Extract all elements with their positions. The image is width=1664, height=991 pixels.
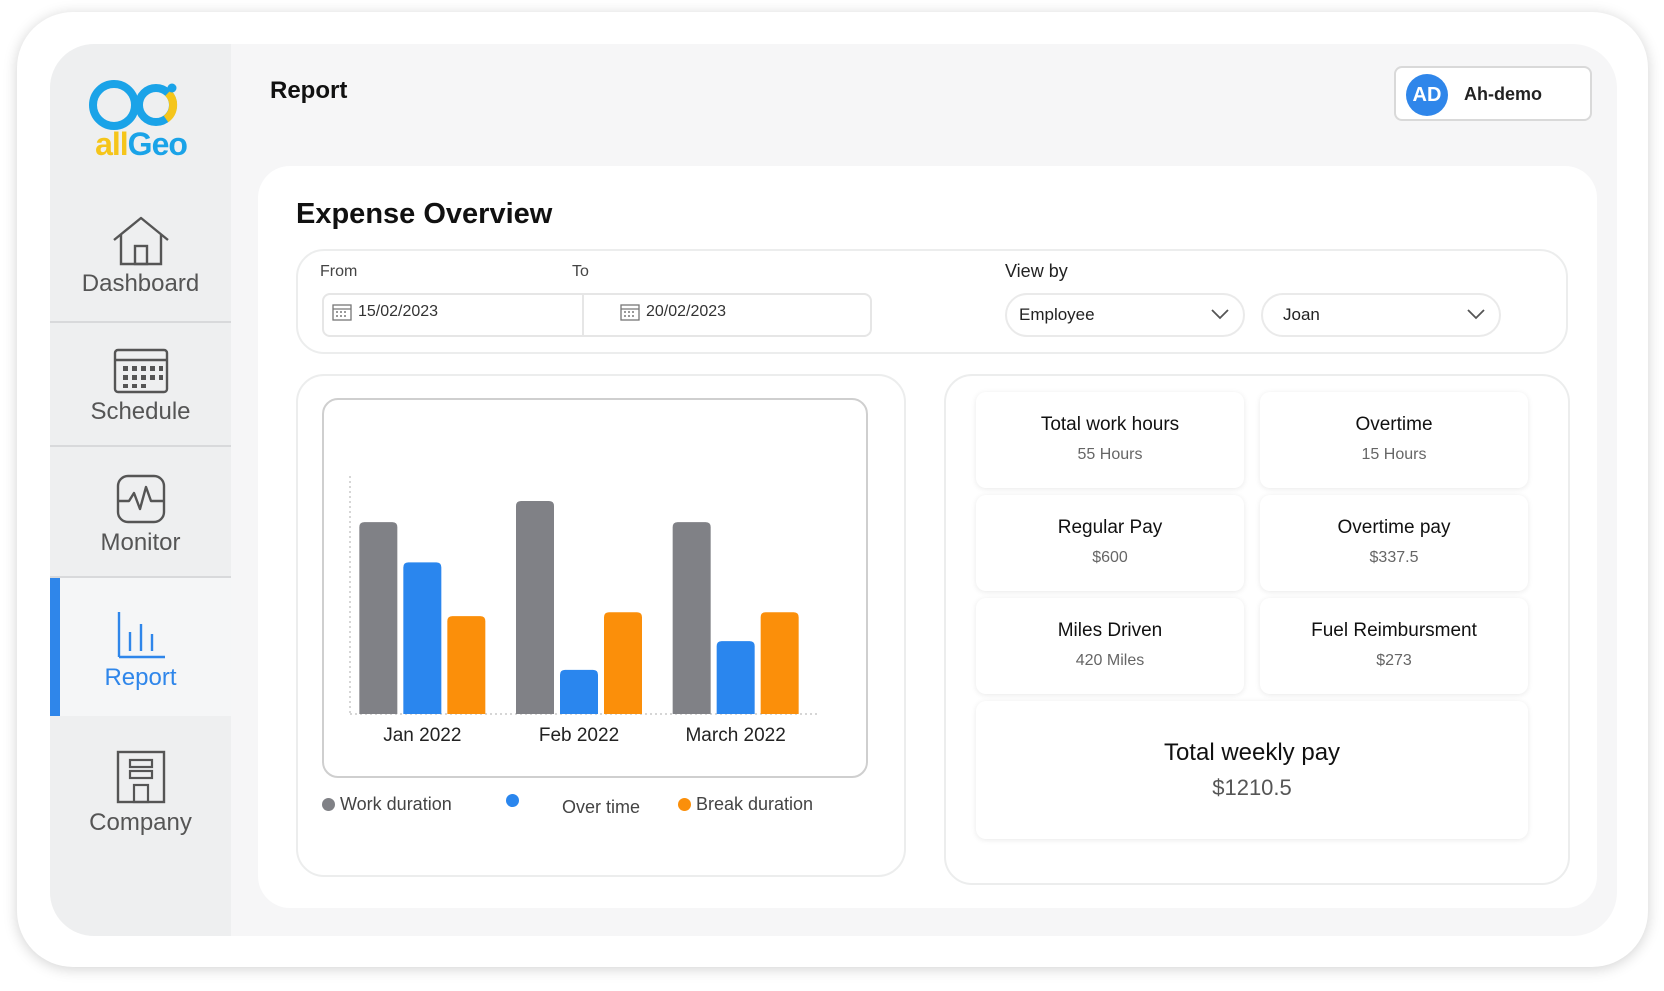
sidebar-item-label: Company: [89, 809, 192, 836]
sidebar-item-label: Monitor: [100, 529, 181, 556]
logo-rings-icon: [89, 80, 178, 130]
stat-label: Overtime pay: [1337, 517, 1451, 538]
stat-label: Miles Driven: [1057, 620, 1163, 641]
chart-legend: Work duration Over time Break duration: [322, 794, 882, 824]
stat-tile-total-work-hours: Total work hours 55 Hours: [976, 392, 1244, 488]
x-tick-label: Feb 2022: [539, 725, 619, 746]
building-icon: [116, 750, 165, 804]
legend-dot: [678, 798, 691, 811]
total-value: $1210.5: [1212, 775, 1292, 800]
house-icon: [112, 216, 169, 266]
bar-3-2: [604, 612, 642, 714]
to-label: To: [572, 263, 589, 280]
legend-label: Work duration: [340, 794, 452, 814]
chart-card: Jan 2022 Feb 2022 March 2022 Work duration…: [296, 374, 906, 877]
pulse-monitor-icon: [116, 474, 165, 524]
from-label: From: [320, 263, 358, 280]
sidebar-divider: [50, 445, 231, 447]
stat-tile-overtime: Overtime 15 Hours: [1260, 392, 1528, 488]
stat-tile-miles-driven: Miles Driven 420 Miles: [976, 598, 1244, 694]
section-title: Expense Overview: [296, 198, 553, 230]
legend-label: Over time: [562, 797, 641, 817]
avatar: AD: [1406, 74, 1448, 116]
bar-chart-icon: [117, 612, 165, 659]
logo-text: allGeo: [86, 126, 196, 163]
employee-select[interactable]: Joan: [1261, 293, 1501, 337]
sidebar-divider: [50, 321, 231, 323]
stat-value: $273: [1376, 652, 1412, 669]
logo-text-geo: Geo: [127, 126, 188, 162]
stat-tile-fuel-reimbursment: Fuel Reimbursment $273: [1260, 598, 1528, 694]
bar-2-2: [560, 669, 598, 714]
bar-3-3: [760, 612, 799, 714]
legend-item-over-time: Over time: [562, 797, 640, 818]
stat-value: $600: [1092, 549, 1128, 566]
stat-label: Regular Pay: [1057, 517, 1163, 538]
to-date-field[interactable]: 20/02/2023: [620, 303, 726, 321]
chevron-down-icon: [1467, 309, 1485, 320]
sidebar-item-report[interactable]: Report: [50, 578, 231, 716]
legend-dot: [506, 794, 519, 807]
employee-value: Joan: [1283, 305, 1320, 324]
stat-tile-overtime-pay: Overtime pay $337.5: [1260, 495, 1528, 591]
x-tick-label: March 2022: [685, 725, 785, 746]
bar-1-2: [516, 501, 554, 714]
expense-overview-card: Expense Overview From To View by 15/02/2…: [258, 166, 1597, 908]
chart-area: Jan 2022 Feb 2022 March 2022: [322, 398, 868, 778]
sidebar-divider: [50, 576, 231, 578]
from-date-value: 15/02/2023: [358, 303, 439, 320]
filter-panel: From To View by 15/02/2023: [296, 249, 1568, 354]
active-indicator: [50, 578, 60, 716]
stat-value: 55 Hours: [1077, 446, 1143, 463]
legend-dot: [322, 798, 335, 811]
stat-label: Overtime: [1355, 414, 1433, 435]
user-name: Ah-demo: [1464, 84, 1542, 104]
to-date-value: 20/02/2023: [646, 303, 727, 320]
calendar-small-icon: [332, 304, 352, 321]
stat-value: 15 Hours: [1361, 446, 1427, 463]
sidebar-item-label: Report: [104, 664, 177, 691]
bar-2-3: [716, 641, 755, 714]
stat-tile-regular-pay: Regular Pay $600: [976, 495, 1244, 591]
legend-item-work-duration: Work duration: [322, 794, 452, 815]
legend-item-over-time-dot: [506, 794, 519, 807]
stat-value: 420 Miles: [1075, 652, 1145, 669]
date-divider: [582, 295, 584, 335]
page-title: Report: [270, 77, 348, 104]
date-range-input: 15/02/2023 20/02/2023: [322, 293, 872, 337]
view-by-select[interactable]: Employee: [1005, 293, 1245, 337]
sidebar-item-schedule[interactable]: Schedule: [50, 348, 231, 448]
calendar-icon: [113, 348, 168, 394]
calendar-small-icon: [620, 304, 640, 321]
from-date-field[interactable]: 15/02/2023: [332, 303, 438, 321]
app-window: allGeo Dashboard Sch: [50, 44, 1617, 936]
sidebar-item-dashboard[interactable]: Dashboard: [50, 214, 231, 318]
legend-label: Break duration: [696, 794, 814, 814]
total-label: Total weekly pay: [1163, 739, 1341, 766]
bar-1-1: [359, 522, 398, 714]
stats-card: Total work hours 55 Hours Overtime 15 Ho…: [944, 374, 1570, 885]
bar-2-1: [403, 562, 442, 714]
bar-3-1: [447, 616, 486, 714]
sidebar-item-company[interactable]: Company: [50, 749, 231, 849]
sidebar: allGeo Dashboard Sch: [50, 44, 231, 936]
bar-chart: Jan 2022 Feb 2022 March 2022: [349, 476, 820, 746]
legend-item-break-duration: Break duration: [678, 794, 813, 815]
allgeo-logo: allGeo: [86, 78, 196, 174]
sidebar-item-monitor[interactable]: Monitor: [50, 473, 231, 573]
sidebar-item-label: Dashboard: [81, 270, 200, 297]
logo-text-all: all: [95, 126, 129, 162]
chevron-down-icon: [1211, 309, 1229, 320]
x-tick-label: Jan 2022: [383, 725, 461, 746]
view-by-label: View by: [1005, 261, 1068, 281]
user-menu-button[interactable]: AD Ah-demo: [1394, 66, 1592, 121]
sidebar-item-label: Schedule: [90, 398, 191, 425]
bar-1-3: [672, 522, 711, 714]
stat-label: Total work hours: [1040, 414, 1180, 435]
total-weekly-pay-tile: Total weekly pay $1210.5: [976, 701, 1528, 839]
stat-label: Fuel Reimbursment: [1311, 620, 1477, 641]
stat-value: $337.5: [1369, 549, 1419, 566]
view-by-value: Employee: [1019, 305, 1095, 324]
